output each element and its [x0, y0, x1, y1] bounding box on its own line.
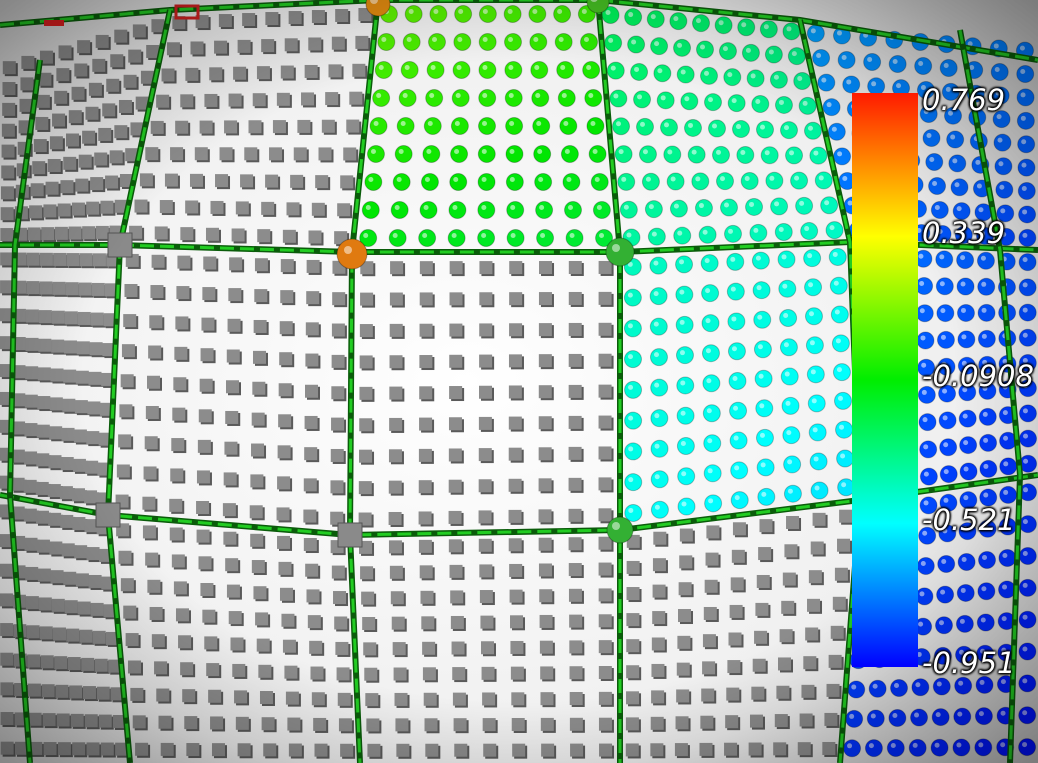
scalar-bar-tick-max: 0.769: [922, 83, 1006, 117]
scalar-bar-tick-upper: 0.339: [922, 216, 1006, 250]
scalar-bar-tick-min: -0.951: [922, 646, 1016, 680]
scalar-bar-tick-lower: -0.521: [922, 503, 1016, 537]
scalar-bar-gradient: [852, 93, 918, 667]
scalar-bar-legend: 0.769 0.339 -0.0908 -0.521 -0.951: [852, 84, 1034, 679]
scalar-bar-tick-middle: -0.0908: [922, 359, 1034, 393]
